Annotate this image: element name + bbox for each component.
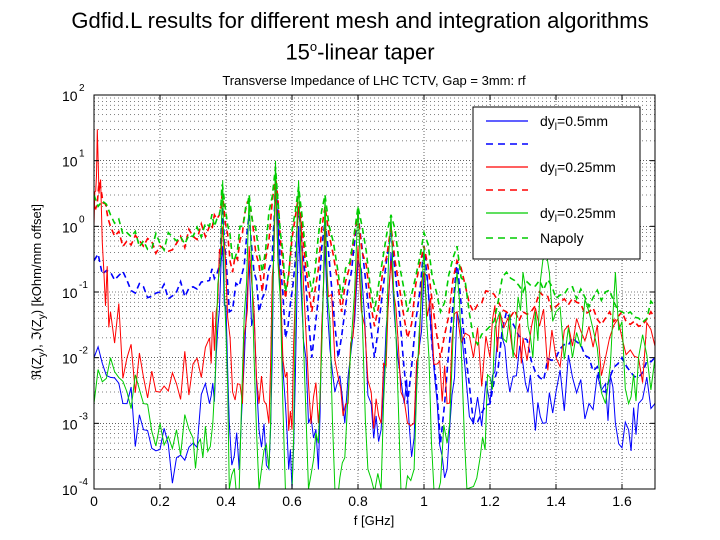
y-tick-label: 10 bbox=[62, 219, 78, 235]
y-tick-label: 10 bbox=[62, 416, 78, 432]
legend-label-3: dyl=0.25mm bbox=[540, 159, 616, 179]
y-tick-exponent: 2 bbox=[79, 83, 85, 94]
y-tick-label: 10 bbox=[62, 285, 78, 301]
x-tick-label: 0 bbox=[90, 493, 98, 509]
x-tick-label: 0.2 bbox=[150, 493, 170, 509]
slide-title-line-1: Gdfid.L results for different mesh and i… bbox=[71, 8, 649, 33]
series-line-6 bbox=[94, 166, 655, 347]
series-line-5 bbox=[94, 160, 655, 489]
y-label-sub-b: y bbox=[37, 314, 48, 319]
x-tick-label: 1.6 bbox=[612, 493, 632, 509]
x-tick-label: 0.8 bbox=[348, 493, 368, 509]
x-tick-label: 0.6 bbox=[282, 493, 302, 509]
series-group bbox=[94, 129, 655, 489]
x-tick-label: 1.4 bbox=[546, 493, 566, 509]
legend-label-1: dyl=0.5mm bbox=[540, 113, 608, 133]
slide-title: Gdfid.L results for different mesh and i… bbox=[0, 8, 720, 65]
y-tick-exponent: -4 bbox=[79, 477, 88, 488]
y-label-sub-a: y bbox=[37, 352, 48, 357]
x-tick-label: 1.2 bbox=[480, 493, 500, 509]
y-axis-label: ℜ(Zy), ℑ(Zy) [kOhm/mm offset] bbox=[29, 204, 48, 380]
y-tick-label: 10 bbox=[62, 154, 78, 170]
y-tick-exponent: -1 bbox=[79, 280, 88, 291]
x-tick-label: 0.4 bbox=[216, 493, 236, 509]
legend: dyl=0.5mm dyl=0.25mm dyl=0.25mm Napoly bbox=[472, 106, 641, 260]
x-axis-label: f [GHz] bbox=[354, 513, 394, 528]
y-label-part-c: ) [kOhm/mm offset] bbox=[29, 204, 44, 314]
x-tick-label: 1 bbox=[420, 493, 428, 509]
y-tick-label: 10 bbox=[62, 88, 78, 104]
svg-text:ℜ(Zy), ℑ(Zy) [kOhm/mm offset]: ℜ(Zy), ℑ(Zy) [kOhm/mm offset] bbox=[29, 204, 48, 380]
legend-label-6: Napoly bbox=[540, 230, 584, 246]
y-tick-label: 10 bbox=[62, 482, 78, 498]
title-angle: 15 bbox=[285, 39, 310, 65]
y-tick-exponent: -3 bbox=[79, 411, 88, 422]
y-tick-exponent: -2 bbox=[79, 346, 88, 357]
plot-title: Transverse Impedance of LHC TCTV, Gap = … bbox=[222, 73, 526, 88]
series-line-4 bbox=[94, 175, 655, 358]
y-tick-label: 10 bbox=[62, 351, 78, 367]
title-taper: -linear taper bbox=[317, 39, 435, 65]
series-line-3 bbox=[94, 129, 655, 431]
legend-label-5: dyl=0.25mm bbox=[540, 205, 616, 225]
y-label-part-a: ℜ(Z bbox=[29, 357, 44, 380]
y-label-part-b: ), ℑ(Z bbox=[29, 319, 44, 352]
title-degree-sup: o bbox=[309, 39, 318, 54]
legend-box bbox=[472, 106, 641, 260]
slide-title-line-2: 15o-linear taper bbox=[0, 34, 720, 65]
y-tick-exponent: 1 bbox=[79, 149, 85, 160]
y-tick-exponent: 0 bbox=[79, 214, 85, 225]
